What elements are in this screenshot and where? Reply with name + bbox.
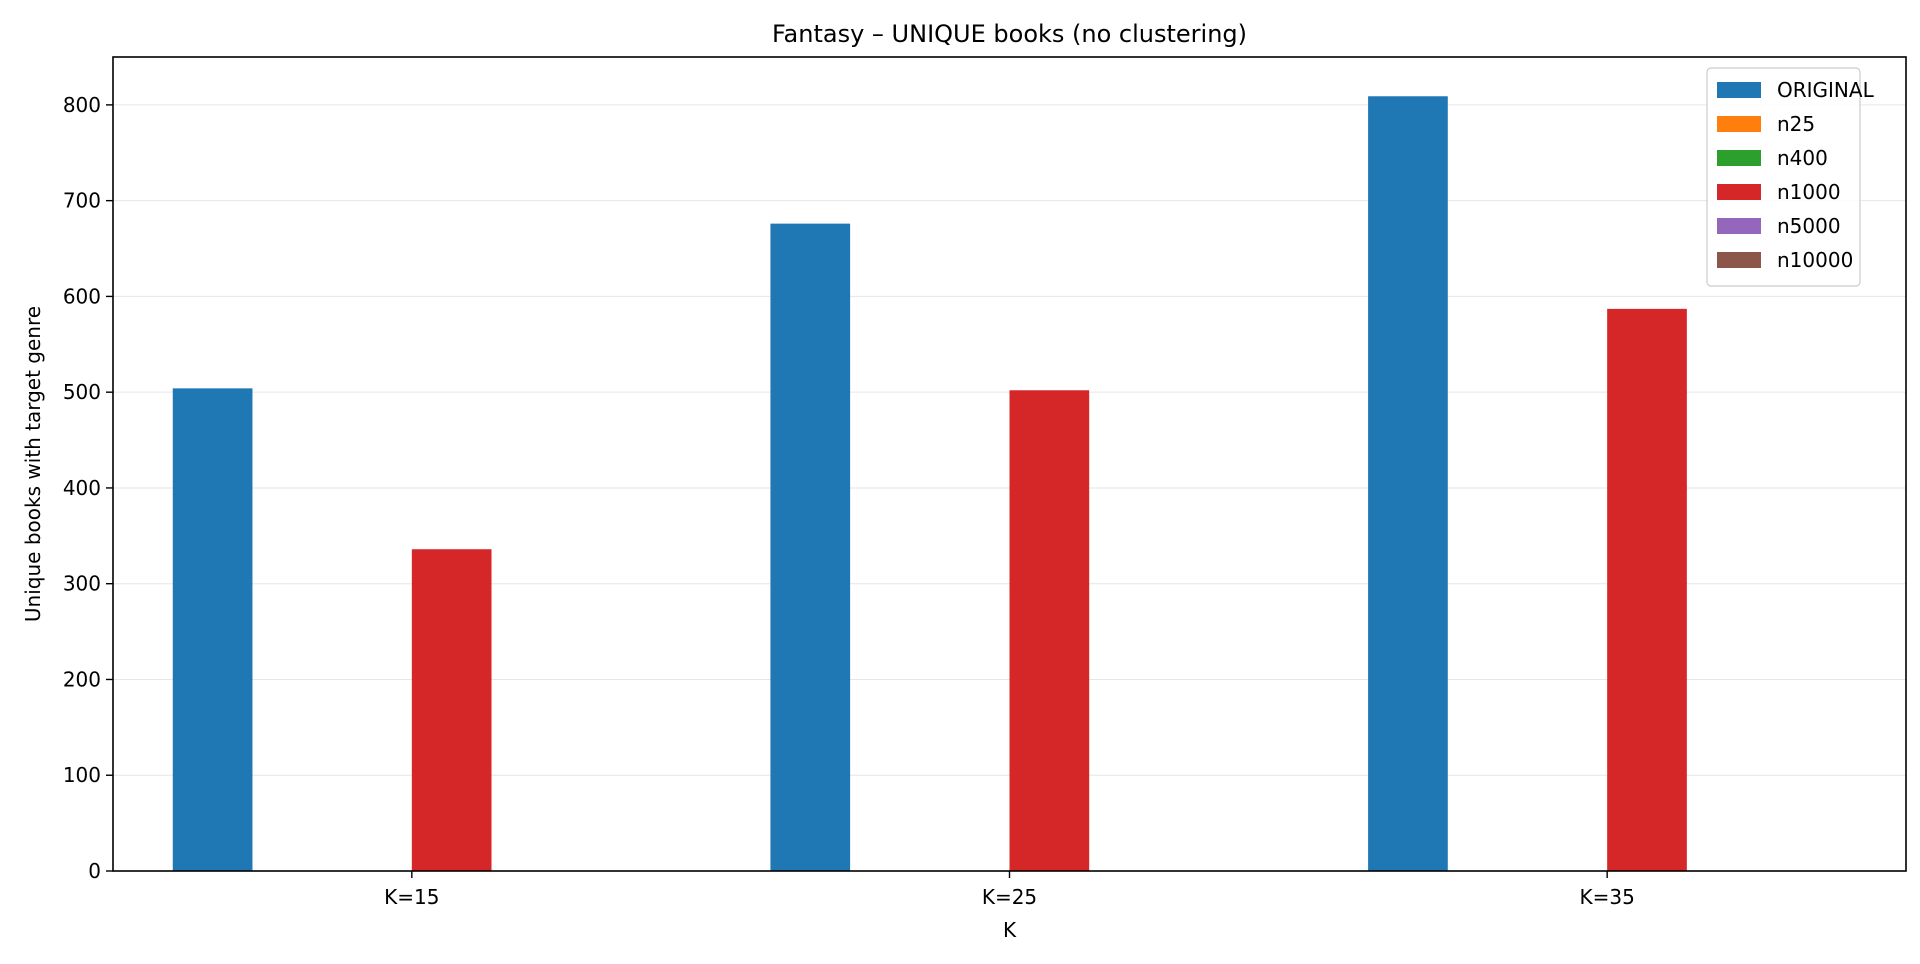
legend-label: ORIGINAL <box>1777 78 1875 102</box>
y-tick-label: 200 <box>63 667 101 691</box>
legend-label: n10000 <box>1777 248 1853 272</box>
legend-swatch <box>1717 184 1761 200</box>
bar-n1000-K=15 <box>411 549 492 871</box>
bar-ORIGINAL-K=25 <box>770 223 851 871</box>
legend-swatch <box>1717 150 1761 166</box>
y-axis: 0 100 200 300 400 500 600 700 800 <box>63 93 113 883</box>
x-axis-label: K <box>1003 918 1017 942</box>
legend-label: n25 <box>1777 112 1815 136</box>
y-tick-label: 800 <box>63 93 101 117</box>
bars-layer <box>172 96 1687 871</box>
x-tick-label: K=15 <box>384 885 439 909</box>
legend-swatch <box>1717 82 1761 98</box>
y-tick-label: 100 <box>63 763 101 787</box>
y-tick-label: 500 <box>63 380 101 404</box>
y-axis-label: Unique books with target genre <box>21 306 45 622</box>
legend: ORIGINAL n25 n400 n1000 n5000 n10000 <box>1706 67 1875 287</box>
legend-label: n1000 <box>1777 180 1841 204</box>
bar-ORIGINAL-K=15 <box>172 388 253 871</box>
x-axis: K=15 K=25 K=35 <box>384 871 1635 909</box>
bar-n1000-K=35 <box>1607 308 1687 871</box>
bar-ORIGINAL-K=35 <box>1368 96 1448 871</box>
chart-title: Fantasy – UNIQUE books (no clustering) <box>772 20 1247 48</box>
legend-swatch <box>1717 116 1761 132</box>
x-tick-label: K=25 <box>982 885 1037 909</box>
legend-swatch <box>1717 218 1761 234</box>
legend-label: n400 <box>1777 146 1828 170</box>
y-tick-label: 600 <box>63 284 101 308</box>
x-tick-label: K=35 <box>1580 885 1635 909</box>
y-tick-label: 300 <box>63 572 101 596</box>
y-tick-label: 400 <box>63 476 101 500</box>
legend-label: n5000 <box>1777 214 1841 238</box>
y-tick-label: 700 <box>63 189 101 213</box>
legend-swatch <box>1717 252 1761 268</box>
y-tick-label: 0 <box>88 859 101 883</box>
bar-n1000-K=25 <box>1009 390 1090 871</box>
